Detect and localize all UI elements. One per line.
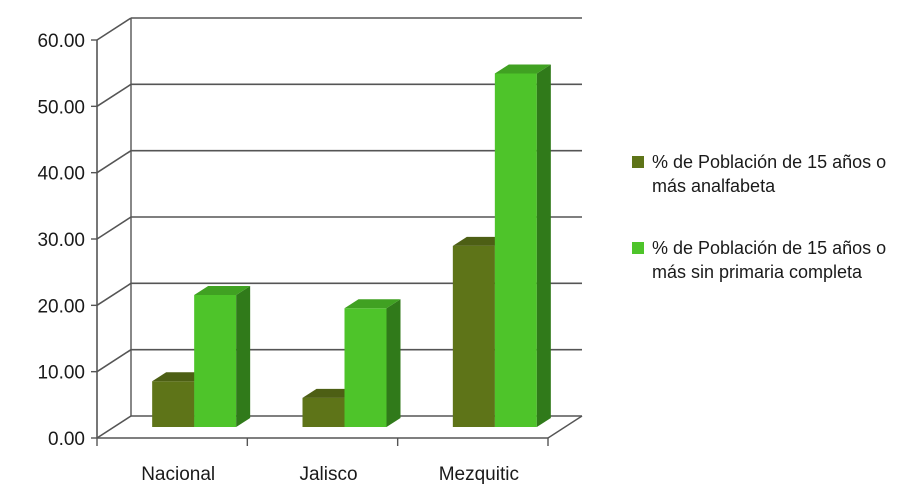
legend-label-sin-primaria: % de Población de 15 años o más sin prim… <box>652 238 887 282</box>
bar-side <box>386 299 401 427</box>
y-tick-label: 50.00 <box>37 97 85 118</box>
side-wall-gridline <box>96 216 132 240</box>
bar-side <box>236 285 251 427</box>
y-tick-label: 30.00 <box>37 230 85 251</box>
bar-top <box>344 299 401 309</box>
x-tick-label: Mezquitic <box>439 464 519 485</box>
bar-top <box>494 64 551 74</box>
side-wall-gridline <box>96 17 132 41</box>
bar <box>344 308 387 427</box>
y-tick-label: 60.00 <box>37 31 85 52</box>
y-tick-label: 0.00 <box>48 429 85 450</box>
y-tick-label: 10.00 <box>37 363 85 384</box>
bar <box>494 73 537 428</box>
bar-side <box>536 64 551 428</box>
bar <box>152 381 195 427</box>
legend-item-analfabeta: % de Población de 15 años o más analfabe… <box>632 150 913 198</box>
y-tick-label: 40.00 <box>37 164 85 185</box>
side-wall-gridline <box>96 415 132 439</box>
bars-layer <box>152 64 551 428</box>
x-tick-label: Jalisco <box>299 464 357 485</box>
side-wall-gridline <box>96 83 132 108</box>
floor-right-edge <box>547 415 583 439</box>
legend-swatch-sin-primaria <box>632 242 644 254</box>
y-tick-label: 20.00 <box>37 296 85 317</box>
legend-swatch-analfabeta <box>632 156 644 168</box>
legend: % de Población de 15 años o más analfabe… <box>632 150 913 322</box>
bar <box>452 245 495 427</box>
side-wall-gridline <box>96 282 132 307</box>
x-tick-label: Nacional <box>141 464 215 485</box>
label-layer: 0.00 10.00 20.00 30.00 40.00 50.00 60.00 Nacion… <box>37 31 519 485</box>
side-wall-gridline <box>96 149 132 174</box>
side-wall-gridline <box>96 348 132 373</box>
bar-top <box>194 285 251 295</box>
axis-layer <box>91 18 583 446</box>
legend-item-sin-primaria: % de Población de 15 años o más sin prim… <box>632 236 913 284</box>
legend-label-analfabeta: % de Población de 15 años o más analfabe… <box>652 152 887 196</box>
bar <box>194 294 237 427</box>
bar <box>302 397 345 427</box>
